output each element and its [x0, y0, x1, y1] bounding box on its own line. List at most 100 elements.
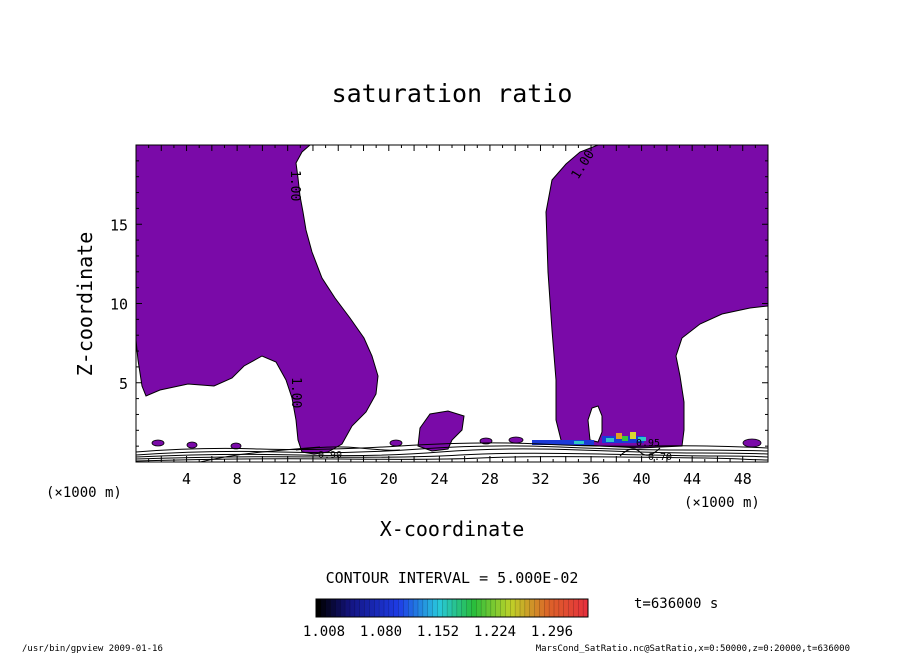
- contour-label: 0.90: [318, 450, 342, 461]
- colorbar-swatch: [388, 599, 395, 617]
- colorbar-swatch: [437, 599, 443, 617]
- colorbar-swatch: [316, 599, 322, 617]
- x-tick-label: 32: [531, 470, 549, 488]
- colorbar-swatch: [359, 599, 365, 617]
- footer-left: /usr/bin/gpview 2009-01-16: [22, 644, 163, 654]
- colorbar-swatch: [578, 599, 584, 617]
- colorbar-swatch: [515, 599, 521, 617]
- x-axis: 4 8 12 16 20 24 28 32 36 40 44 48: [148, 145, 756, 488]
- colorbar-swatch: [447, 599, 453, 617]
- colorbar-swatch: [452, 599, 458, 617]
- contour-label: 0.95: [636, 438, 660, 449]
- colorbar-swatch: [364, 599, 370, 617]
- colorbar-swatch: [563, 599, 569, 617]
- x-tick-label: 40: [633, 470, 651, 488]
- colorbar-swatch: [573, 599, 579, 617]
- x-unit-left: (×1000 m): [46, 485, 122, 501]
- high-saturation-spots: [532, 432, 646, 445]
- colorbar-swatch: [568, 599, 574, 617]
- supersaturated-region-left: [136, 145, 379, 455]
- colorbar-swatch: [413, 599, 419, 617]
- x-tick-label: 28: [481, 470, 499, 488]
- colorbar-swatch: [403, 599, 409, 617]
- colorbar-swatch: [398, 599, 404, 617]
- time-label: t=636000 s: [634, 596, 718, 612]
- contour-label: 0.70: [648, 452, 672, 463]
- colorbar-swatch: [384, 599, 390, 617]
- x-tick-label: 48: [734, 470, 752, 488]
- y-tick-label: 10: [110, 296, 128, 314]
- colorbar-swatch: [393, 599, 399, 617]
- colorbar-swatch: [505, 599, 511, 617]
- colorbar-swatch: [350, 599, 356, 617]
- colorbar-swatch: [529, 599, 535, 617]
- colorbar-swatch: [418, 599, 424, 617]
- colorbar-swatch: [481, 599, 487, 617]
- colorbar-swatch: [476, 599, 482, 617]
- colorbar-swatch: [495, 599, 501, 617]
- colorbar-swatch: [524, 599, 531, 617]
- colorbar-swatch: [320, 599, 327, 617]
- x-unit-right: (×1000 m): [684, 495, 760, 511]
- colorbar-swatch: [335, 599, 341, 617]
- contour-label: 1.00: [287, 170, 302, 201]
- chart-title: saturation ratio: [332, 79, 573, 108]
- supersaturated-region-center: [417, 410, 465, 452]
- colorbar-swatch: [427, 599, 433, 617]
- colorbar-swatch: [520, 599, 526, 617]
- colorbar-swatch: [510, 599, 516, 617]
- colorbar-swatch: [354, 599, 361, 617]
- colorbar-label: 1.080: [360, 624, 402, 640]
- colorbar-label: 1.296: [531, 624, 573, 640]
- colorbar-labels: 1.008 1.080 1.152 1.224 1.296: [303, 624, 573, 640]
- y-tick-label: 15: [110, 216, 128, 234]
- colorbar-swatch: [534, 599, 540, 617]
- y-axis: 5 10 15: [110, 160, 768, 447]
- x-tick-label: 36: [582, 470, 600, 488]
- footer-right: MarsCond_SatRatio.nc@SatRatio,x=0:50000,…: [536, 644, 850, 654]
- x-tick-label: 8: [233, 470, 242, 488]
- colorbar-label: 1.224: [474, 624, 516, 640]
- surface-contour-lines: [136, 442, 768, 462]
- colorbar-swatch: [471, 599, 477, 617]
- x-tick-label: 4: [182, 470, 191, 488]
- x-axis-title: X-coordinate: [380, 517, 525, 541]
- colorbar-swatch: [442, 599, 448, 617]
- colorbar-swatch: [461, 599, 467, 617]
- colorbar-swatch: [432, 599, 438, 617]
- colorbar-swatch: [539, 599, 545, 617]
- colorbar-swatch: [374, 599, 380, 617]
- x-tick-label: 12: [279, 470, 297, 488]
- y-axis-title: Z-coordinate: [73, 232, 97, 377]
- colorbar-swatch: [422, 599, 429, 617]
- colorbar-swatch: [490, 599, 497, 617]
- colorbar-swatch: [325, 599, 331, 617]
- plot-area: [136, 145, 768, 462]
- colorbar-swatch: [340, 599, 346, 617]
- colorbar-swatch: [554, 599, 560, 617]
- colorbar-swatch: [330, 599, 336, 617]
- colorbar-swatch: [456, 599, 463, 617]
- contour-interval: CONTOUR INTERVAL = 5.000E-02: [326, 569, 579, 587]
- colorbar-label: 1.008: [303, 624, 345, 640]
- x-tick-label: 16: [329, 470, 347, 488]
- colorbar-swatch: [369, 599, 375, 617]
- colorbar-swatch: [544, 599, 550, 617]
- colorbar-swatch: [345, 599, 351, 617]
- colorbar-swatch: [549, 599, 555, 617]
- colorbar-swatch: [583, 599, 589, 617]
- x-tick-label: 24: [430, 470, 448, 488]
- colorbar-swatch: [486, 599, 492, 617]
- colorbar: [315, 599, 589, 617]
- x-tick-label: 20: [380, 470, 398, 488]
- colorbar-swatch: [408, 599, 414, 617]
- unsaturated-pocket: [587, 405, 603, 443]
- colorbar-label: 1.152: [417, 624, 459, 640]
- x-tick-label: 44: [683, 470, 701, 488]
- contour-label: 1.00: [288, 377, 303, 408]
- y-tick-label: 5: [119, 375, 128, 393]
- colorbar-swatch: [379, 599, 385, 617]
- colorbar-swatch: [558, 599, 565, 617]
- supersaturated-region-right: [545, 145, 768, 449]
- colorbar-swatch: [466, 599, 472, 617]
